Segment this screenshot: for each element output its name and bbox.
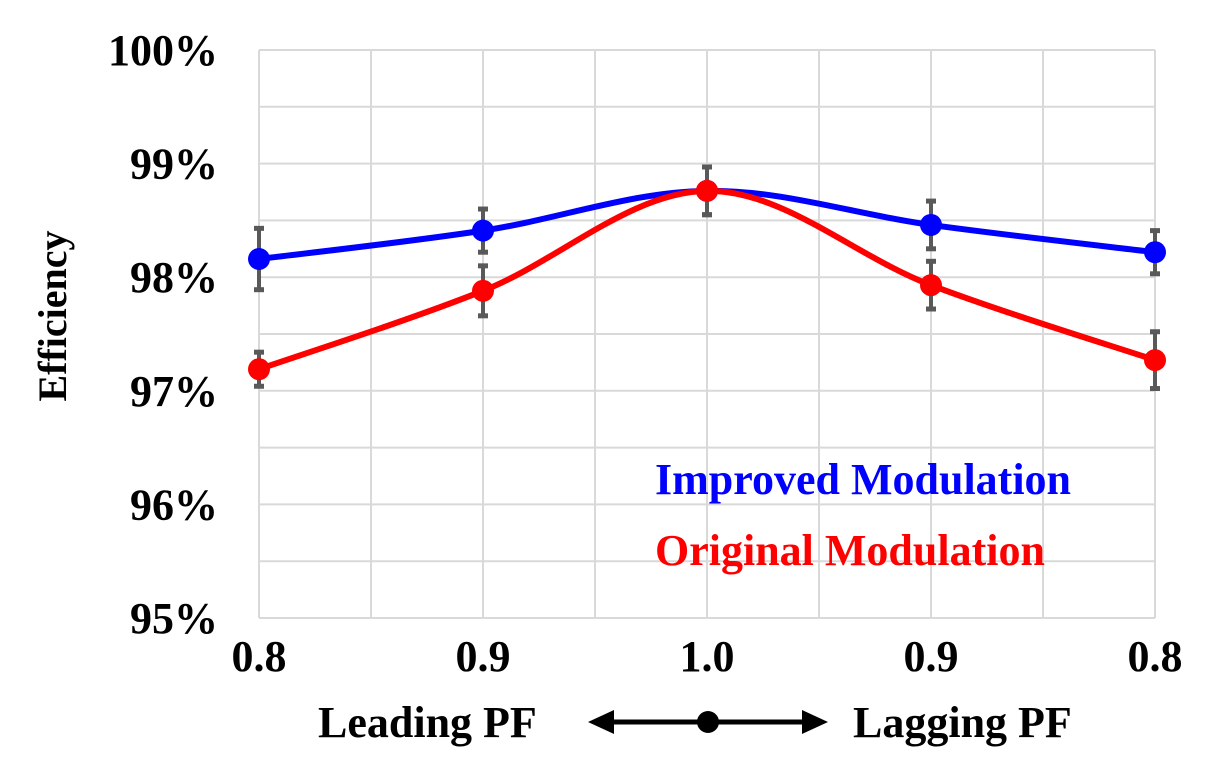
y-tick-label: 100% (108, 26, 218, 75)
y-tick-label: 98% (130, 253, 218, 302)
y-tick-label: 96% (130, 480, 218, 529)
x-label-leading: Leading PF (318, 698, 537, 747)
x-tick-label: 0.9 (904, 632, 959, 681)
data-point (1144, 349, 1166, 372)
data-point (920, 213, 942, 236)
y-tick-label: 97% (130, 367, 218, 416)
double-arrow-icon (588, 710, 828, 734)
y-tick-label: 99% (130, 140, 218, 189)
data-point (248, 358, 270, 381)
data-point (1144, 241, 1166, 264)
data-point (696, 179, 718, 202)
data-point (248, 248, 270, 271)
y-axis-label: Efficiency (30, 230, 75, 401)
legend-improved-modulation: Improved Modulation (655, 455, 1071, 504)
x-tick-labels: 0.8 0.9 1.0 0.9 0.8 (232, 632, 1183, 681)
series (248, 164, 1166, 392)
data-point (920, 274, 942, 297)
y-tick-labels: 95% 96% 97% 98% 99% 100% (108, 26, 218, 643)
x-tick-label: 0.8 (232, 632, 287, 681)
x-tick-label: 0.8 (1128, 632, 1183, 681)
legend-original-modulation: Original Modulation (655, 526, 1045, 575)
data-point (472, 279, 494, 302)
series-original-modulation (248, 164, 1166, 392)
y-tick-label: 95% (130, 594, 218, 643)
x-tick-label: 0.9 (456, 632, 511, 681)
x-tick-label: 1.0 (680, 632, 735, 681)
data-point (472, 219, 494, 242)
x-label-lagging: Lagging PF (853, 698, 1072, 747)
